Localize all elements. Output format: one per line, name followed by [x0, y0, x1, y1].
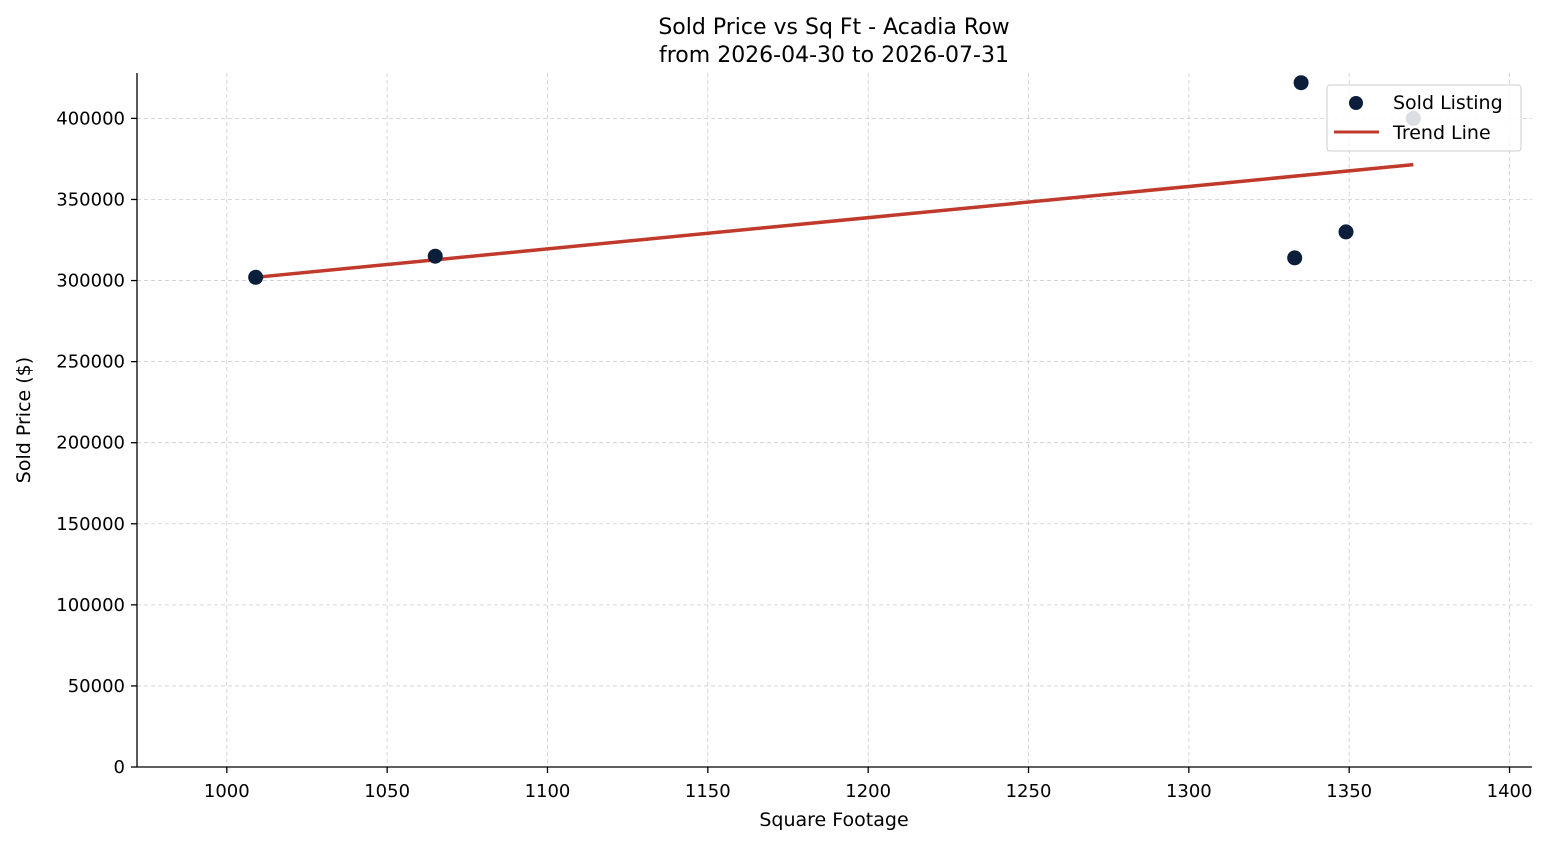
scatter-point	[1338, 224, 1354, 240]
grid-layer	[137, 73, 1532, 768]
legend: Sold Listing Trend Line	[1326, 84, 1522, 152]
y-tick-label: 100000	[56, 595, 125, 616]
scatter-point	[1287, 250, 1303, 266]
y-tick-label: 300000	[56, 271, 125, 292]
x-tick-label: 1300	[1166, 781, 1212, 802]
scatter-point	[1293, 75, 1309, 91]
y-tick-label: 400000	[56, 108, 125, 129]
chart-title: Sold Price vs Sq Ft - Acadia Row	[658, 15, 1009, 40]
x-tick-label: 1350	[1326, 781, 1372, 802]
y-tick-label: 350000	[56, 189, 125, 210]
legend-label-trend-line: Trend Line	[1392, 122, 1491, 144]
legend-box	[1326, 84, 1522, 152]
axes-layer: 1000 1050 1100 1150 1200 1250 1300 1350 1400 0 500…	[56, 73, 1532, 802]
x-tick-label: 1400	[1487, 781, 1533, 802]
y-tick-label: 150000	[56, 514, 125, 535]
x-tick-label: 1200	[845, 781, 891, 802]
x-tick-label: 1250	[1006, 781, 1052, 802]
x-tick-label: 1150	[685, 781, 731, 802]
legend-marker-sold-listing	[1349, 96, 1363, 110]
x-tick-label: 1050	[364, 781, 410, 802]
x-axis-label: Square Footage	[759, 809, 908, 831]
x-tick-label: 1100	[525, 781, 571, 802]
scatter-point	[427, 248, 443, 264]
series-layer	[248, 75, 1421, 285]
scatter-point	[248, 269, 264, 285]
legend-label-sold-listing: Sold Listing	[1393, 92, 1503, 114]
x-tick-label: 1000	[204, 781, 250, 802]
trend-line	[255, 162, 1414, 280]
y-tick-label: 50000	[68, 676, 125, 697]
y-axis-label: Sold Price ($)	[13, 357, 35, 483]
chart-subtitle: from 2026-04-30 to 2026-07-31	[659, 43, 1009, 68]
y-tick-label: 200000	[56, 433, 125, 454]
y-tick-label: 250000	[56, 352, 125, 373]
y-tick-label: 0	[114, 757, 125, 778]
